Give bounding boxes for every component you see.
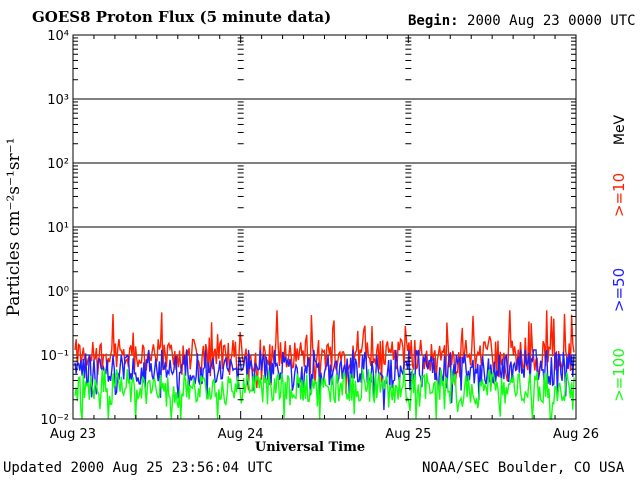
series-line-2 [74, 368, 575, 421]
legend-entry: >=50 [610, 268, 628, 312]
chart-title: GOES8 Proton Flux (5 minute data) [32, 8, 332, 26]
begin-timestamp: Begin: 2000 Aug 23 0000 UTC [408, 13, 636, 29]
x-tick-label: Aug 24 [218, 427, 264, 442]
updated-timestamp: Updated 2000 Aug 25 23:56:04 UTC [3, 460, 273, 476]
y-tick-label: 10⁻² [40, 413, 69, 428]
updated-label: Updated [3, 460, 63, 476]
x-tick-label: Aug 25 [385, 427, 431, 442]
y-tick-label: 10⁰ [47, 285, 69, 300]
grid-layer [73, 98, 576, 356]
y-tick-label: 10⁻¹ [40, 349, 69, 364]
y-tick-label: 10³ [47, 93, 69, 108]
x-axis-title: Universal Time [254, 440, 366, 455]
legend-unit: MeV [612, 114, 628, 145]
begin-value: 2000 Aug 23 0000 UTC [467, 13, 636, 29]
x-tick-label: Aug 23 [50, 427, 96, 442]
label-layer: 10⁻² 10⁻¹ 10⁰ 10¹ 10² 10³ 10⁴ Aug 23 Aug 24 Aug 2… [4, 29, 628, 442]
y-axis-title: Particles cm⁻²s⁻¹sr⁻¹ [4, 138, 24, 317]
updated-value: 2000 Aug 25 23:56:04 UTC [70, 460, 273, 476]
legend-entry: >=100 [610, 348, 628, 402]
y-tick-label: 10² [47, 157, 69, 172]
series-line-1 [74, 349, 575, 411]
y-tick-label: 10⁴ [47, 29, 69, 44]
series-layer [74, 310, 575, 421]
x-tick-label: Aug 26 [553, 427, 599, 442]
axes-layer [72, 34, 577, 420]
begin-label: Begin: [408, 13, 459, 29]
series-line-0 [74, 310, 575, 394]
legend-entry: >=10 [610, 173, 628, 217]
y-tick-label: 10¹ [47, 221, 69, 236]
credit-text: NOAA/SEC Boulder, CO USA [422, 460, 625, 476]
